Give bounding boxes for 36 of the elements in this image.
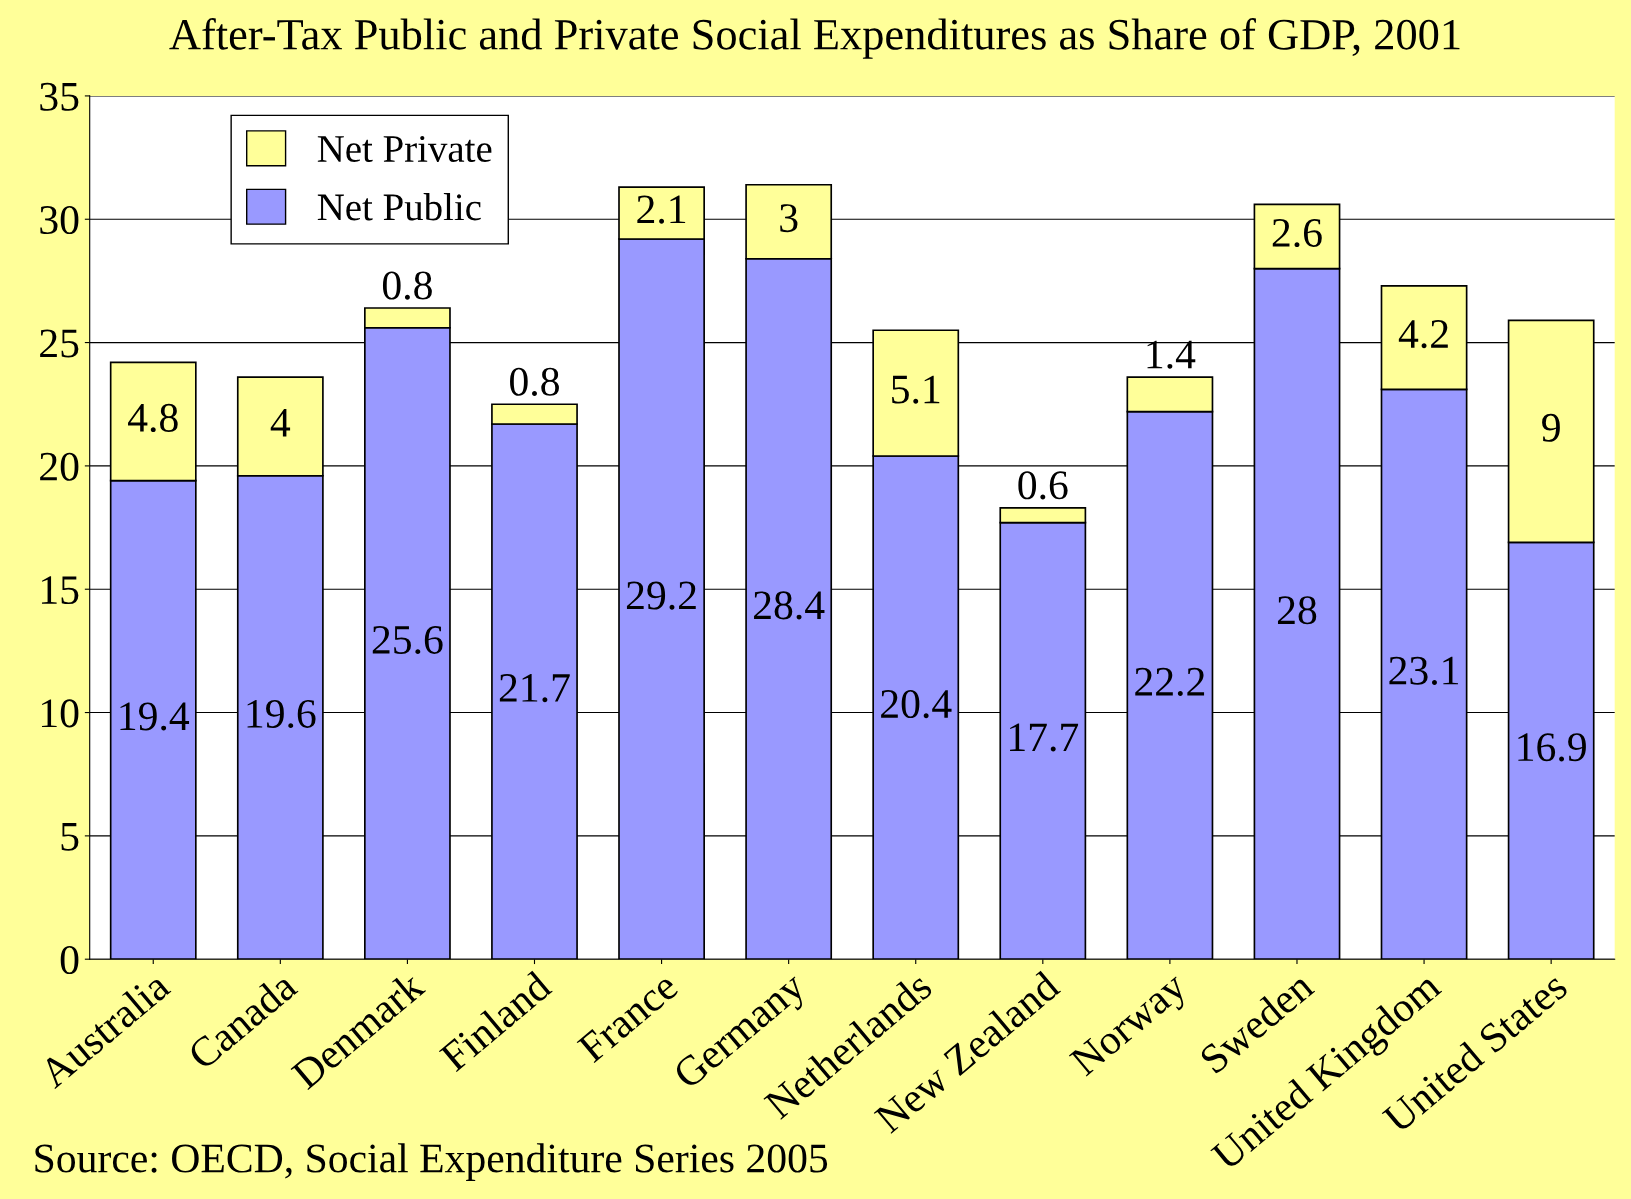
y-tick-label: 0 — [60, 945, 79, 975]
data-label: 25.6 — [372, 625, 443, 655]
data-label: 4.8 — [128, 403, 178, 433]
y-tick-label: 25 — [40, 329, 79, 358]
data-label: 5.1 — [892, 375, 940, 404]
data-label: 28 — [1277, 596, 1317, 625]
data-label: 19.6 — [247, 699, 316, 729]
data-label: 20.4 — [881, 689, 952, 719]
data-label: 4.2 — [1398, 320, 1448, 349]
data-label: 28.4 — [754, 591, 825, 620]
data-label: 2.6 — [1272, 218, 1322, 248]
data-label: 19.4 — [120, 702, 190, 731]
source-note: Source: OECD, Social Expenditure Series 2005 — [35, 1143, 828, 1182]
data-label: 1.4 — [1147, 340, 1196, 369]
data-label: 2.1 — [637, 195, 686, 224]
y-tick-label: 20 — [40, 452, 79, 481]
data-label: 0.8 — [382, 271, 432, 300]
data-label: 4 — [270, 409, 291, 437]
data-label: 29.2 — [626, 581, 696, 610]
y-tick-label: 35 — [40, 82, 79, 111]
data-label: 23.1 — [1389, 656, 1459, 685]
data-label: 22.2 — [1135, 667, 1205, 697]
data-label: 0.8 — [510, 367, 559, 396]
data-label: 21.7 — [499, 674, 570, 703]
data-label: 3 — [780, 204, 798, 233]
y-tick-label: 5 — [61, 823, 79, 851]
legend-label: Net Private — [317, 135, 492, 163]
data-label: 9 — [1542, 413, 1560, 442]
y-tick-label: 30 — [40, 205, 79, 235]
y-tick-label: 10 — [41, 699, 79, 728]
data-label: 17.7 — [1010, 723, 1079, 752]
chart-title: After-Tax Public and Private Social Expenditures as Share of GDP, 2001 — [169, 17, 1460, 59]
legend-label: Net Public — [317, 193, 481, 221]
y-tick-label: 15 — [41, 576, 79, 605]
data-label: 0.6 — [1018, 471, 1068, 500]
data-label: 16.9 — [1518, 733, 1586, 762]
